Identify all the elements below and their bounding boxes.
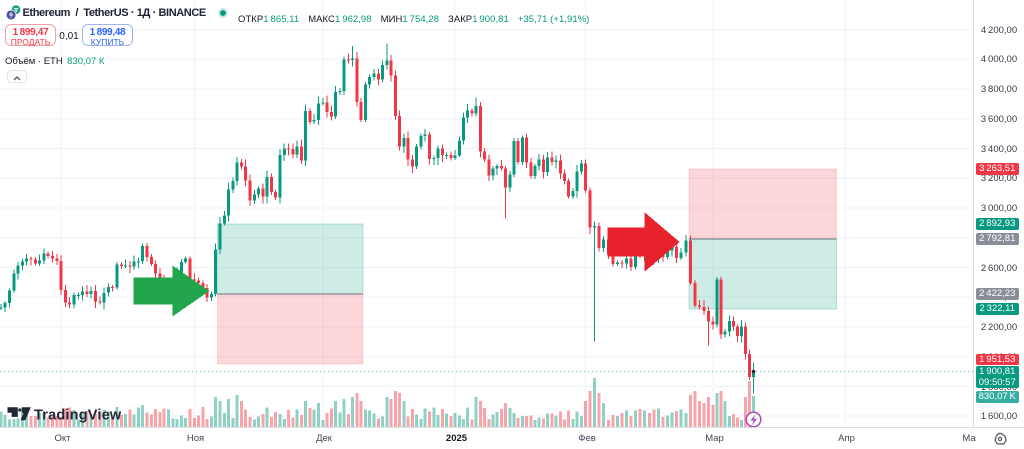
svg-text:TradingView: TradingView	[34, 407, 122, 423]
